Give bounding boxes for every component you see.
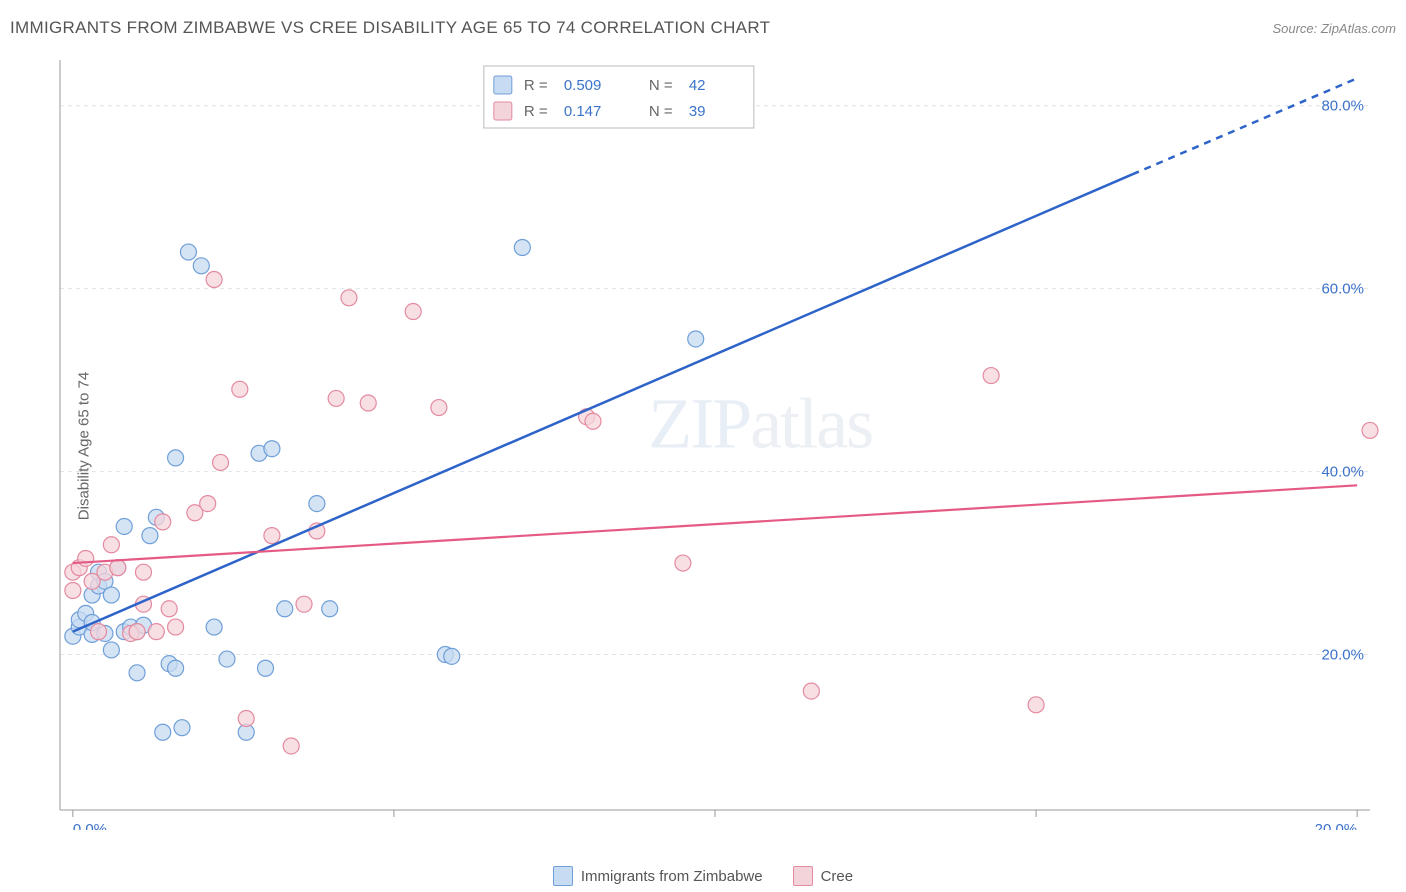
svg-text:0.0%: 0.0% [73,821,107,830]
legend-item-cree: Cree [793,866,854,886]
header: IMMIGRANTS FROM ZIMBABWE VS CREE DISABIL… [10,18,1396,38]
svg-text:20.0%: 20.0% [1321,647,1364,664]
legend-item-zimbabwe: Immigrants from Zimbabwe [553,866,763,886]
svg-text:42: 42 [689,77,706,94]
svg-text:0.147: 0.147 [564,103,602,120]
legend-label: Cree [821,868,854,885]
svg-text:0.509: 0.509 [564,77,602,94]
svg-text:60.0%: 60.0% [1321,281,1364,298]
chart-title: IMMIGRANTS FROM ZIMBABWE VS CREE DISABIL… [10,18,770,38]
svg-text:N =: N = [649,77,673,94]
svg-text:39: 39 [689,103,706,120]
source-name: ZipAtlas.com [1321,21,1396,36]
svg-text:R =: R = [524,103,548,120]
svg-text:R =: R = [524,77,548,94]
svg-text:40.0%: 40.0% [1321,464,1364,481]
svg-text:N =: N = [649,103,673,120]
legend-swatch-icon [553,866,573,886]
source-prefix: Source: [1272,21,1320,36]
scatter-chart: 20.0% 40.0% 60.0% 80.0% 0.0% 20.0% R = 0.509 N =… [50,50,1390,830]
svg-text:80.0%: 80.0% [1321,98,1364,115]
legend-label: Immigrants from Zimbabwe [581,868,763,885]
plot-area: ZIPatlas 20.0%40.0%60.0%80.0%0.0%20.0%R … [50,50,1390,830]
bottom-legend: Immigrants from Zimbabwe Cree [0,866,1406,886]
source-attribution: Source: ZipAtlas.com [1272,21,1396,36]
svg-text:20.0%: 20.0% [1315,821,1358,830]
legend-swatch-icon [793,866,813,886]
